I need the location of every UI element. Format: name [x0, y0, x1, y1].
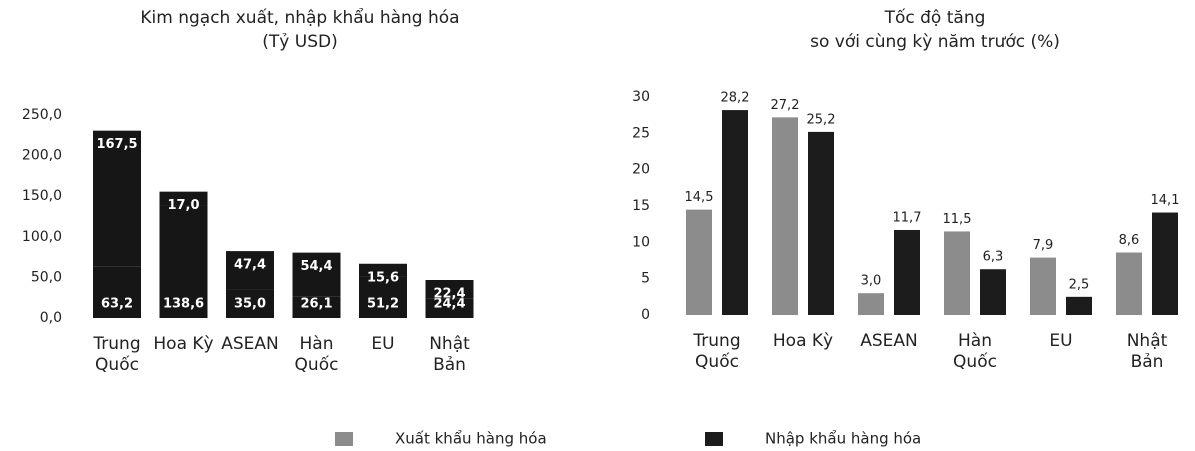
bar-segment — [159, 191, 208, 206]
data-label: 14,1 — [1151, 193, 1180, 208]
x-tick-label: Hoa Kỳ — [773, 331, 833, 351]
bar-segment — [425, 279, 474, 299]
y-tick-label: 0 — [641, 307, 650, 323]
data-label: 8,6 — [1119, 233, 1140, 248]
data-label: 63,2 — [101, 297, 133, 312]
data-label: 24,4 — [433, 297, 465, 312]
bar — [722, 110, 748, 315]
x-tick-label: Hàn — [958, 331, 992, 351]
bar — [1066, 296, 1092, 315]
y-tick-label: 150,0 — [22, 188, 62, 204]
data-label: 25,2 — [807, 112, 836, 127]
bar — [1116, 252, 1142, 315]
x-tick-label: EU — [371, 334, 394, 354]
y-tick-label: 100,0 — [22, 229, 62, 245]
data-label: 2,5 — [1069, 277, 1090, 292]
legend-label: Nhập khẩu hàng hóa — [765, 430, 921, 448]
bar-segment — [226, 289, 274, 318]
bar — [944, 231, 970, 315]
bar-segment — [359, 263, 407, 277]
x-tick-label: Quốc — [695, 351, 739, 372]
y-tick-label: 25 — [632, 125, 650, 141]
bar-segment — [226, 251, 274, 290]
bar — [858, 293, 884, 315]
data-label: 26,1 — [300, 297, 332, 312]
x-tick-label: Bản — [1131, 352, 1164, 372]
x-tick-label: ASEAN — [221, 334, 279, 354]
y-tick-label: 15 — [632, 198, 650, 214]
y-tick-label: 30 — [632, 89, 650, 105]
data-label: 17,0 — [167, 198, 199, 213]
data-label: 15,6 — [367, 270, 399, 285]
chart-title: Kim ngạch xuất, nhập khẩu hàng hóa — [140, 7, 459, 28]
legend-swatch — [335, 432, 353, 446]
data-label: 7,9 — [1033, 238, 1054, 253]
y-tick-label: 10 — [632, 234, 650, 250]
bar — [808, 131, 834, 315]
bar — [772, 117, 798, 315]
bar-segment — [159, 205, 208, 318]
legend-label: Xuất khẩu hàng hóa — [395, 430, 547, 448]
x-tick-label: Quốc — [953, 351, 997, 372]
data-label: 22,4 — [433, 286, 465, 301]
x-tick-label: Quốc — [95, 354, 139, 375]
y-tick-label: 50,0 — [31, 269, 62, 285]
bar — [894, 229, 920, 315]
data-label: 6,3 — [983, 250, 1004, 265]
x-tick-label: Trung — [92, 334, 140, 354]
chart-subtitle: so với cùng kỳ năm trước (%) — [810, 32, 1060, 52]
data-label: 28,2 — [721, 91, 750, 106]
legend-swatch — [705, 432, 723, 446]
data-label: 54,4 — [300, 259, 332, 274]
data-label: 35,0 — [234, 297, 266, 312]
x-tick-label: Trung — [692, 331, 740, 351]
bar-segment — [359, 276, 407, 318]
data-label: 47,4 — [234, 258, 266, 273]
chart-title: Tốc độ tăng — [884, 7, 986, 28]
data-label: 11,5 — [943, 212, 972, 227]
bar — [980, 269, 1006, 315]
bar-segment — [93, 130, 141, 267]
y-tick-label: 250,0 — [22, 107, 62, 123]
x-tick-label: EU — [1049, 331, 1072, 351]
bar-segment — [292, 252, 341, 297]
data-label: 27,2 — [771, 98, 800, 113]
bar — [1030, 257, 1056, 315]
data-label: 51,2 — [367, 297, 399, 312]
y-tick-label: 5 — [641, 271, 650, 287]
data-label: 167,5 — [96, 137, 137, 152]
bar — [1152, 212, 1178, 315]
y-tick-label: 20 — [632, 162, 650, 178]
x-tick-label: Hàn — [300, 334, 334, 354]
x-tick-label: Bản — [433, 355, 466, 375]
bar-segment — [93, 266, 141, 318]
data-label: 14,5 — [685, 190, 714, 205]
y-tick-label: 0,0 — [40, 310, 62, 326]
data-label: 138,6 — [163, 297, 204, 312]
x-tick-label: Nhật — [1127, 331, 1168, 351]
data-label: 11,7 — [893, 210, 922, 225]
y-tick-label: 200,0 — [22, 148, 62, 164]
chart-subtitle: (Tỷ USD) — [262, 32, 337, 52]
bar-segment — [425, 298, 474, 318]
bar — [686, 209, 712, 315]
x-tick-label: Hoa Kỳ — [153, 334, 213, 354]
bar-segment — [292, 296, 341, 318]
x-tick-label: ASEAN — [860, 331, 918, 351]
x-tick-label: Quốc — [295, 354, 339, 375]
x-tick-label: Nhật — [429, 334, 470, 354]
data-label: 3,0 — [861, 274, 882, 289]
